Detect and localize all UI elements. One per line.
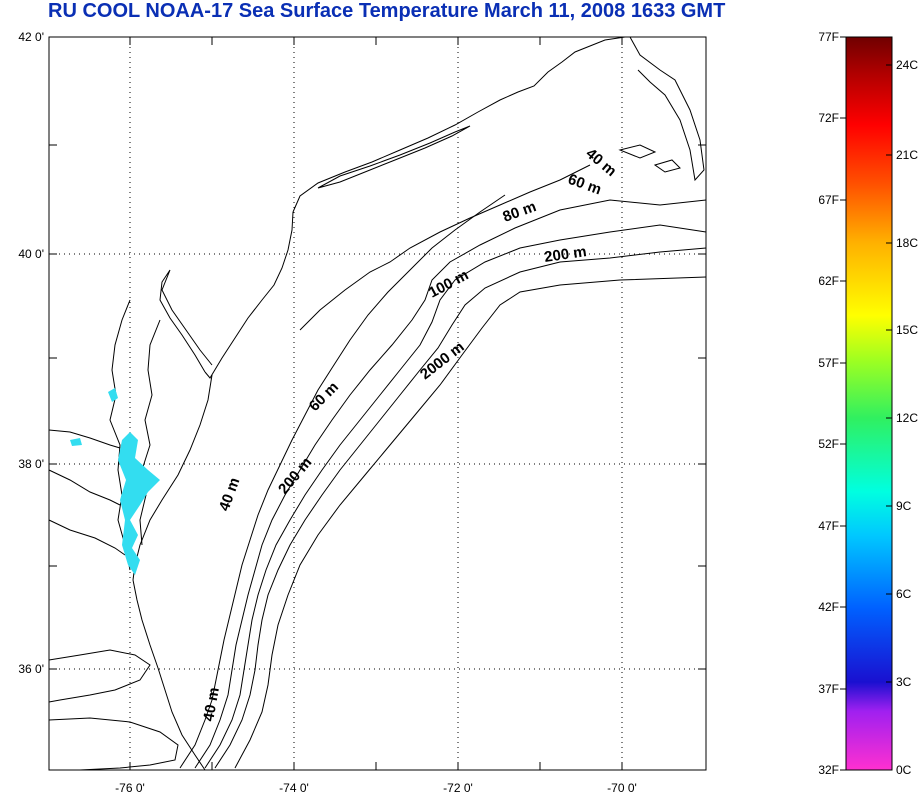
contour-2000m bbox=[234, 276, 707, 769]
pamlico-sound bbox=[48, 717, 179, 771]
colorbar-f-label: 32F bbox=[818, 763, 839, 777]
lon-axis-labels: -76 0' -74 0' -72 0' -70 0' bbox=[115, 781, 637, 795]
delaware-bay bbox=[159, 269, 213, 373]
colorbar-c-label: 15C bbox=[896, 323, 918, 337]
map-title: RU COOL NOAA-17 Sea Surface Temperature … bbox=[48, 0, 726, 22]
colorbar-c-label: 21C bbox=[896, 148, 918, 162]
graticule bbox=[49, 37, 706, 770]
contour-40m-south bbox=[179, 194, 506, 769]
coastline bbox=[48, 36, 705, 771]
lon-label-72: -72 0' bbox=[443, 781, 473, 795]
colorbar-f-label: 52F bbox=[818, 437, 839, 451]
lon-label-70: -70 0' bbox=[607, 781, 637, 795]
shelf-inner bbox=[299, 164, 591, 331]
map-frame bbox=[48, 36, 707, 771]
sst-patch-main bbox=[118, 432, 160, 575]
sst-patch-west bbox=[70, 438, 82, 446]
lon-label-74: -74 0' bbox=[279, 781, 309, 795]
chesapeake-east bbox=[139, 319, 161, 546]
colorbar-c-labels: 24C 21C 18C 15C 12C 9C 6C 3C 0C bbox=[896, 58, 918, 777]
colorbar-f-label: 47F bbox=[818, 519, 839, 533]
colorbar-ticks bbox=[840, 36, 892, 771]
colorbar-f-label: 37F bbox=[818, 682, 839, 696]
colorbar-c-label: 24C bbox=[896, 58, 918, 72]
cape-cod bbox=[629, 36, 705, 182]
albemarle-sound bbox=[48, 649, 151, 703]
chesapeake-west bbox=[109, 299, 131, 571]
new-jersey-coast bbox=[204, 211, 294, 379]
rappahannock bbox=[48, 469, 121, 506]
lat-label-36: 36 0' bbox=[18, 662, 44, 676]
depth-label: 40 m bbox=[200, 686, 223, 723]
colorbar-f-label: 77F bbox=[818, 30, 839, 44]
colorbar-f-label: 72F bbox=[818, 111, 839, 125]
colorbar-f-label: 67F bbox=[818, 193, 839, 207]
colorbar-f-labels: 77F 72F 67F 62F 57F 52F 47F 42F 37F 32F bbox=[818, 30, 839, 777]
depth-label: 200 m bbox=[543, 243, 587, 266]
sst-patch-upper bbox=[108, 388, 118, 402]
potomac bbox=[48, 429, 121, 449]
new-england-coast bbox=[292, 36, 626, 213]
bathymetry bbox=[179, 164, 707, 769]
long-island bbox=[317, 125, 471, 189]
vanc-coast bbox=[132, 579, 206, 771]
colorbar-c-label: 12C bbox=[896, 411, 918, 425]
colorbar-c-label: 6C bbox=[896, 587, 912, 601]
colorbar-gradient bbox=[845, 36, 893, 771]
lat-label-38: 38 0' bbox=[18, 457, 44, 471]
colorbar-c-label: 0C bbox=[896, 763, 912, 777]
lat-label-42: 42 0' bbox=[18, 30, 44, 44]
sst-data-chesapeake bbox=[70, 388, 160, 575]
colorbar-c-label: 3C bbox=[896, 675, 912, 689]
colorbar-c-label: 9C bbox=[896, 499, 912, 513]
lat-label-40: 40 0' bbox=[18, 247, 44, 261]
colorbar-c-label: 18C bbox=[896, 236, 918, 250]
colorbar-f-label: 42F bbox=[818, 600, 839, 614]
contour-200m bbox=[214, 247, 707, 769]
contour-80m bbox=[204, 224, 707, 769]
lat-axis-labels: 42 0' 40 0' 38 0' 36 0' bbox=[18, 30, 44, 676]
colorbar: 77F 72F 67F 62F 57F 52F 47F 42F 37F 32F … bbox=[818, 30, 918, 777]
lon-label-76: -76 0' bbox=[115, 781, 145, 795]
york-james bbox=[48, 519, 126, 556]
colorbar-f-label: 62F bbox=[818, 274, 839, 288]
delmarva-coast bbox=[132, 374, 213, 581]
contour-60m bbox=[194, 199, 707, 769]
islands-ne bbox=[618, 144, 681, 173]
tick-marks bbox=[49, 36, 706, 770]
colorbar-f-label: 57F bbox=[818, 356, 839, 370]
